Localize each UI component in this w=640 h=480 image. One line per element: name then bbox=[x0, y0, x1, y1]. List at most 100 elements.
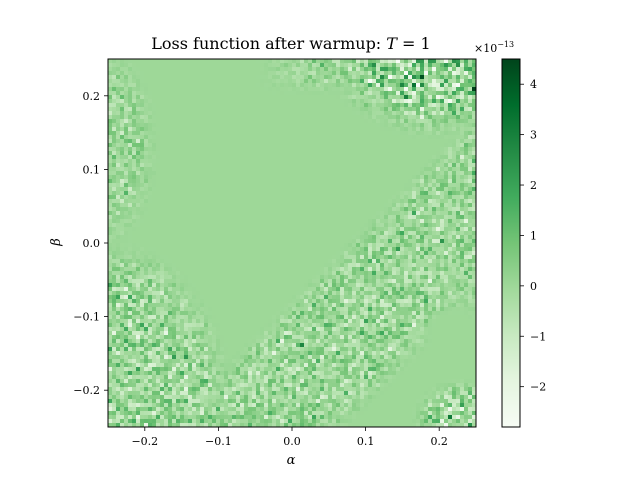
heatmap-cell bbox=[168, 207, 173, 212]
heatmap-cell bbox=[372, 75, 377, 80]
heatmap-cell bbox=[256, 147, 261, 152]
heatmap-cell bbox=[208, 179, 213, 184]
heatmap-cell bbox=[136, 275, 141, 280]
heatmap-cell bbox=[320, 239, 325, 244]
heatmap-cell bbox=[184, 163, 189, 168]
heatmap-cell bbox=[144, 63, 149, 68]
heatmap-cell bbox=[424, 207, 429, 212]
heatmap-cell bbox=[256, 151, 261, 156]
heatmap-cell bbox=[112, 127, 117, 132]
heatmap-cell bbox=[456, 215, 461, 220]
heatmap-cell bbox=[364, 247, 369, 252]
heatmap-cell bbox=[468, 235, 473, 240]
heatmap-cell bbox=[124, 79, 129, 84]
heatmap-cell bbox=[380, 63, 385, 68]
heatmap-cell bbox=[468, 91, 473, 96]
heatmap-cell bbox=[260, 123, 265, 128]
heatmap-cell bbox=[168, 191, 173, 196]
heatmap-cell bbox=[296, 123, 301, 128]
heatmap-cell bbox=[124, 123, 129, 128]
heatmap-cell bbox=[340, 211, 345, 216]
heatmap-cell bbox=[364, 95, 369, 100]
heatmap-cell bbox=[428, 251, 433, 256]
heatmap-cell bbox=[424, 239, 429, 244]
heatmap-cell bbox=[472, 99, 477, 104]
heatmap-cell bbox=[196, 199, 201, 204]
heatmap-cell bbox=[460, 171, 465, 176]
heatmap-cell bbox=[144, 147, 149, 152]
heatmap-cell bbox=[132, 191, 137, 196]
heatmap-cell bbox=[332, 171, 337, 176]
heatmap-cell bbox=[152, 103, 157, 108]
heatmap-cell bbox=[116, 227, 121, 232]
heatmap-cell bbox=[240, 267, 245, 272]
heatmap-cell bbox=[396, 187, 401, 192]
heatmap-cell bbox=[128, 247, 133, 252]
heatmap-cell bbox=[468, 143, 473, 148]
heatmap-cell bbox=[244, 191, 249, 196]
heatmap-cell bbox=[264, 95, 269, 100]
heatmap-cell bbox=[152, 199, 157, 204]
heatmap-cell bbox=[152, 155, 157, 160]
heatmap-cell bbox=[172, 131, 177, 136]
heatmap-cell bbox=[296, 127, 301, 132]
heatmap-cell bbox=[264, 195, 269, 200]
heatmap-cell bbox=[452, 87, 457, 92]
heatmap-cell bbox=[420, 195, 425, 200]
heatmap-cell bbox=[416, 271, 421, 276]
heatmap-cell bbox=[252, 263, 257, 268]
heatmap-cell bbox=[364, 119, 369, 124]
heatmap-cell bbox=[236, 147, 241, 152]
heatmap-cell bbox=[276, 179, 281, 184]
heatmap-cell bbox=[120, 123, 125, 128]
heatmap-cell bbox=[420, 167, 425, 172]
heatmap-cell bbox=[252, 219, 257, 224]
heatmap-cell bbox=[148, 179, 153, 184]
heatmap-cell bbox=[156, 239, 161, 244]
heatmap-cell bbox=[188, 143, 193, 148]
heatmap-cell bbox=[224, 115, 229, 120]
heatmap-cell bbox=[176, 243, 181, 248]
heatmap-cell bbox=[148, 79, 153, 84]
heatmap-cell bbox=[432, 119, 437, 124]
heatmap-cell bbox=[108, 63, 113, 68]
heatmap-cell bbox=[308, 227, 313, 232]
heatmap-cell bbox=[168, 135, 173, 140]
heatmap-cell bbox=[240, 167, 245, 172]
heatmap-cell bbox=[400, 179, 405, 184]
heatmap-cell bbox=[116, 123, 121, 128]
heatmap-cell bbox=[348, 207, 353, 212]
heatmap-cell bbox=[108, 191, 113, 196]
heatmap-cell bbox=[448, 247, 453, 252]
heatmap-cell bbox=[272, 167, 277, 172]
heatmap-cell bbox=[364, 215, 369, 220]
heatmap-cell bbox=[224, 91, 229, 96]
heatmap-cell bbox=[212, 75, 217, 80]
heatmap-cell bbox=[112, 267, 117, 272]
heatmap-cell bbox=[388, 147, 393, 152]
heatmap-cell bbox=[396, 211, 401, 216]
heatmap-cell bbox=[440, 219, 445, 224]
heatmap-cell bbox=[272, 183, 277, 188]
heatmap-cell bbox=[348, 239, 353, 244]
heatmap-cell bbox=[136, 263, 141, 268]
heatmap-cell bbox=[376, 75, 381, 80]
heatmap-cell bbox=[272, 143, 277, 148]
heatmap-cell bbox=[240, 223, 245, 228]
heatmap-cell bbox=[256, 107, 261, 112]
heatmap-cell bbox=[312, 71, 317, 76]
heatmap-cell bbox=[408, 247, 413, 252]
heatmap-cell bbox=[192, 131, 197, 136]
heatmap-cell bbox=[204, 83, 209, 88]
heatmap-cell bbox=[464, 247, 469, 252]
heatmap-cell bbox=[160, 131, 165, 136]
heatmap-cell bbox=[196, 71, 201, 76]
heatmap-cell bbox=[332, 239, 337, 244]
heatmap-cell bbox=[468, 63, 473, 68]
heatmap-cell bbox=[120, 131, 125, 136]
heatmap-cell bbox=[348, 79, 353, 84]
heatmap-cell bbox=[184, 223, 189, 228]
heatmap-cell bbox=[336, 143, 341, 148]
heatmap-cell bbox=[392, 143, 397, 148]
heatmap-cell bbox=[312, 235, 317, 240]
